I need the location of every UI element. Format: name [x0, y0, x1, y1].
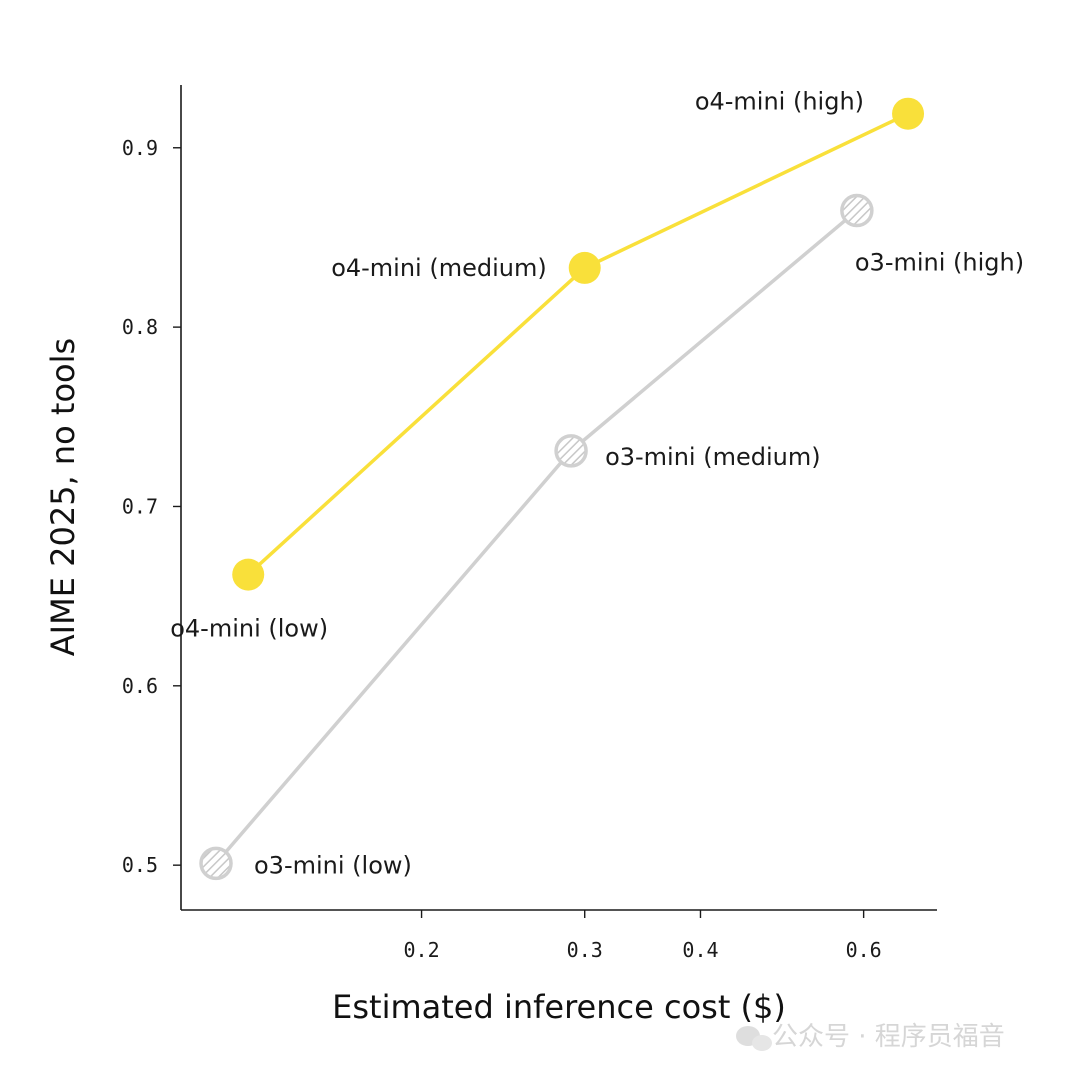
y-ticks: 0.5 0.6 0.7 0.8 0.9: [122, 136, 181, 877]
x-tick-label: 0.4: [682, 938, 718, 962]
wechat-icon: [736, 1026, 772, 1051]
x-ticks: 0.2 0.3 0.4 0.6: [404, 910, 882, 962]
x-tick-label: 0.6: [846, 938, 882, 962]
y-axis-title: AIME 2025, no tools: [44, 338, 82, 656]
data-point-label: o3-mini (high): [855, 249, 1024, 277]
x-tick-label: 0.2: [404, 938, 440, 962]
point-labels: o3-mini (low) o3-mini (medium) o3-mini (hi…: [170, 88, 1024, 880]
data-point-label: o3-mini (low): [254, 851, 412, 879]
data-point-label: o4-mini (low): [170, 615, 328, 643]
watermark: 公众号 · 程序员福音: [736, 1022, 1005, 1052]
y-tick-label: 0.7: [122, 494, 158, 518]
data-point-label: o3-mini (medium): [605, 443, 821, 471]
data-point-label: o4-mini (medium): [331, 254, 547, 282]
series-line: [214, 208, 859, 866]
y-tick-label: 0.9: [122, 136, 158, 160]
series-line: [246, 111, 910, 577]
y-tick-label: 0.5: [122, 853, 158, 877]
data-point-label: o4-mini (high): [695, 88, 864, 116]
y-tick-label: 0.8: [122, 315, 158, 339]
data-point-marker: [892, 97, 925, 130]
x-tick-label: 0.3: [567, 938, 603, 962]
axes: [180, 85, 937, 911]
y-tick-label: 0.6: [122, 674, 158, 698]
data-point-marker: [568, 251, 601, 284]
x-axis-title: Estimated inference cost ($): [332, 988, 786, 1026]
data-point-marker: [199, 846, 233, 881]
data-point-marker: [232, 558, 265, 591]
series-layer: [199, 97, 925, 881]
watermark-text: 公众号 · 程序员福音: [772, 1022, 1005, 1052]
data-point-marker: [840, 193, 874, 228]
data-point-marker: [554, 434, 588, 468]
